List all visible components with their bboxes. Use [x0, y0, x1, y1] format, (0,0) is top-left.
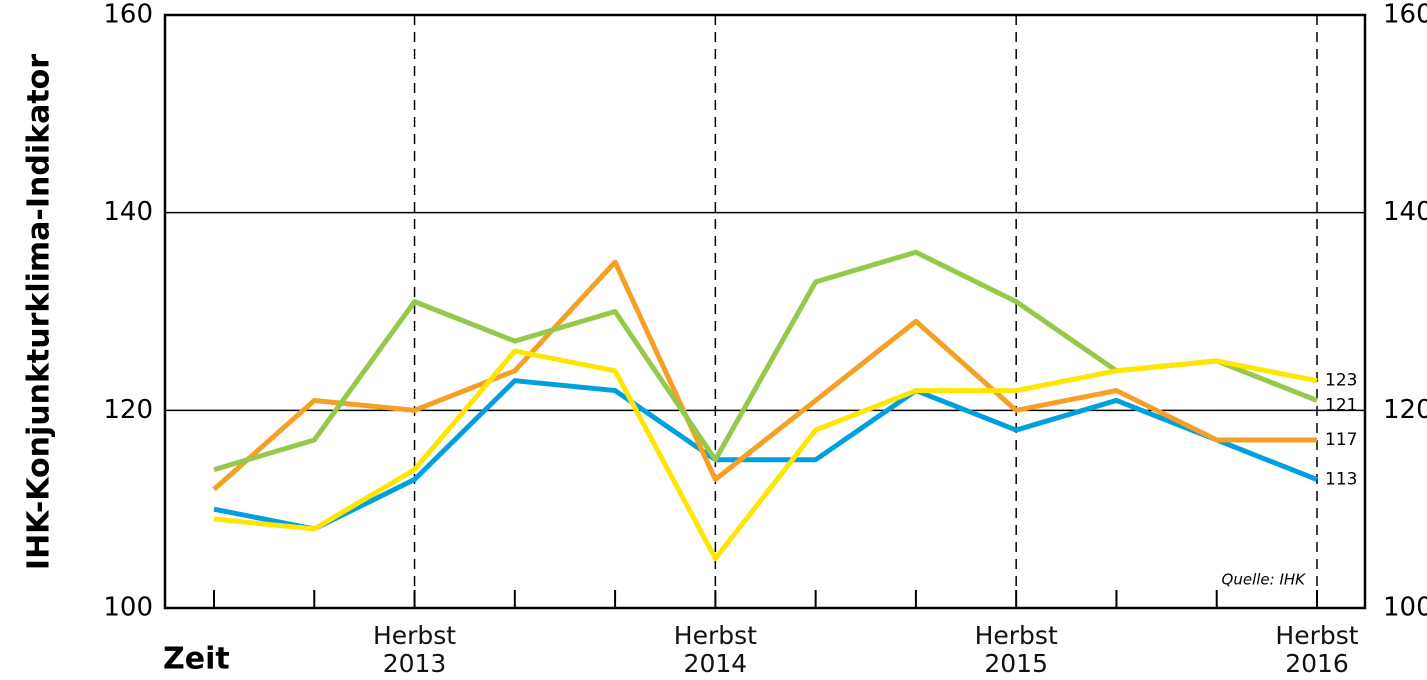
source: Quelle: IHK [1222, 571, 1307, 589]
y-tick-label: 160 [103, 0, 153, 30]
series-line [213, 348, 1318, 562]
y-tick-label: 140 [103, 197, 153, 227]
x-tick-label: Herbst 2013 [372, 621, 457, 678]
x-tick-label: Herbst 2014 [673, 621, 757, 678]
y2-tick-label: 120 [1383, 395, 1427, 425]
x-axis-label: Zeit [163, 642, 230, 677]
y2-tick-label: 100 [1383, 593, 1427, 623]
end-label: 121 [1325, 395, 1357, 415]
y-axis-label: IHK-Konjunkturklima-Indikator [22, 54, 57, 570]
series-line [213, 378, 1318, 532]
y-tick-label: 100 [103, 593, 153, 623]
end-label: 113 [1325, 470, 1357, 490]
y2-tick-label: 140 [1383, 197, 1427, 227]
series-line [212, 259, 1317, 492]
y2-tick-label: 160 [1383, 0, 1427, 30]
plot-frame [163, 13, 1367, 610]
y-tick-label: 120 [103, 395, 153, 425]
x-tick-label: Herbst 2015 [974, 621, 1058, 678]
end-label: 123 [1325, 371, 1357, 391]
x-tick-label: Herbst 2016 [1275, 621, 1359, 678]
end-label: 117 [1325, 430, 1357, 450]
